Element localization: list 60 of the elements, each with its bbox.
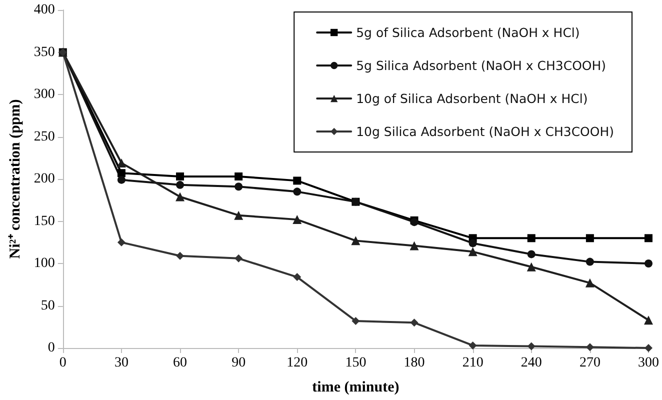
point [234,254,243,262]
x-tick-label: 270 [579,356,600,370]
x-tick-label: 30 [114,356,128,370]
point [293,176,302,185]
point [468,239,477,248]
point [116,158,126,168]
point [586,343,594,352]
x-tick-label: 300 [638,356,659,370]
point [117,238,126,246]
point [468,341,477,350]
point [410,318,418,327]
x-tick-label: 180 [404,356,425,370]
y-tick-label: 100 [34,256,55,271]
point [117,176,126,184]
y-axis-title: Ni²⁺ concentration (ppm) [8,99,24,259]
point [293,188,302,196]
y-tick-label: 150 [34,214,55,229]
x-tick-label: 240 [520,356,542,370]
legend-label: 10g of Silica Adsorbent (NaOH x HCl) [356,91,588,106]
y-tick-label: 300 [34,87,55,102]
point [176,192,185,202]
point [351,236,360,246]
x-axis-title: time (minute) [312,380,400,396]
point [410,241,419,250]
point [585,278,594,288]
x-tick-label: 90 [232,356,246,370]
point [293,273,302,282]
point [644,260,652,268]
y-tick-label: 350 [34,44,55,60]
point [468,247,478,256]
point [234,210,244,220]
legend-label: 5g of Silica Adsorbent (NaOH x HCl) [356,25,580,40]
x-tick-label: 210 [462,356,484,370]
y-tick-label: 0 [48,340,55,356]
point [234,172,243,180]
point [176,172,184,180]
legend-label: 10g Silica Adsorbent (NaOH x CH3COOH) [356,124,614,139]
point [527,250,536,258]
x-tick-label: 60 [173,356,188,370]
point [176,180,184,189]
y-tick-label: 400 [34,2,55,18]
point [644,316,653,325]
y-tick-label: 200 [34,172,55,186]
point [117,169,126,178]
point [176,252,184,260]
y-tick-label: 50 [40,298,55,314]
point [352,316,360,325]
point [527,342,536,350]
x-tick-label: 0 [59,356,66,370]
legend-label: 5g Silica Adsorbent (NaOH x CH3COOH) [356,58,606,73]
point [526,262,536,272]
point [586,234,594,242]
point [292,215,302,224]
point [586,258,594,266]
x-tick-label: 150 [345,356,366,370]
point [234,182,243,191]
y-tick-label: 250 [34,129,55,144]
point [527,234,536,242]
x-tick-label: 120 [286,356,308,370]
point [644,234,652,242]
